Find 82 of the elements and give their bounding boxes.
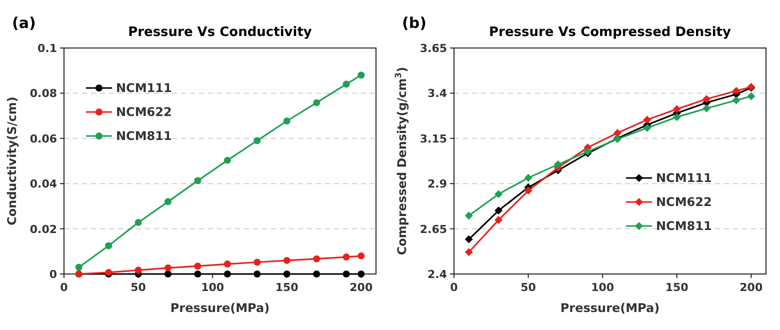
- point: [224, 270, 231, 278]
- point: [732, 86, 740, 95]
- legend-label: NCM622: [116, 105, 172, 119]
- chart-title: Pressure Vs Conductivity: [128, 25, 312, 40]
- point: [464, 235, 473, 244]
- point: [342, 270, 350, 278]
- point: [224, 260, 231, 268]
- point: [554, 160, 562, 168]
- x-tick-label: 150: [275, 281, 299, 294]
- y-tick-label: 0: [49, 268, 58, 281]
- point: [194, 177, 202, 184]
- point: [194, 270, 202, 278]
- x-tick-label: 150: [665, 281, 689, 294]
- point: [283, 270, 290, 278]
- point: [672, 113, 681, 122]
- point: [134, 266, 142, 274]
- y-tick-label: 2.4: [428, 268, 448, 281]
- point: [342, 80, 350, 88]
- x-axis-title: Pressure(MPa): [560, 301, 660, 315]
- x-tick-label: 0: [60, 281, 68, 294]
- point: [342, 254, 350, 261]
- point: [194, 262, 202, 270]
- point: [494, 206, 503, 215]
- point: [313, 99, 320, 106]
- point: [702, 104, 711, 112]
- y-axis-title: Conductivity(S/cm): [5, 96, 19, 226]
- point: [747, 92, 756, 100]
- legend-label: NCM811: [656, 219, 712, 233]
- point: [464, 212, 473, 220]
- x-tick-label: 200: [740, 281, 763, 294]
- point: [702, 94, 711, 103]
- y-tick-label: 0.06: [30, 132, 58, 146]
- x-axis-title: Pressure(MPa): [170, 301, 270, 315]
- text: (a): [12, 14, 36, 32]
- point: [254, 270, 261, 278]
- chart-title: Pressure Vs Compressed Density: [489, 25, 732, 40]
- y-tick-label: 0.04: [30, 178, 58, 191]
- y-tick-label: 0.1: [38, 42, 57, 55]
- y-tick-label: 3.4: [428, 87, 448, 100]
- point: [134, 218, 142, 226]
- point: [613, 128, 622, 137]
- point: [164, 264, 172, 272]
- point: [524, 174, 532, 182]
- text: (b): [402, 14, 426, 32]
- y-tick-label: 3.65: [420, 42, 447, 55]
- point: [358, 270, 365, 278]
- point: [283, 256, 290, 264]
- point: [75, 264, 82, 271]
- legend-label: NCM622: [656, 195, 712, 209]
- x-tick-label: 100: [201, 281, 224, 294]
- point: [358, 252, 365, 260]
- point: [524, 186, 532, 195]
- point: [494, 216, 503, 224]
- point: [283, 118, 290, 124]
- y-tick-label: 2.65: [420, 222, 447, 236]
- y-tick-label: 0.02: [30, 222, 57, 236]
- point: [254, 137, 261, 144]
- point: [672, 105, 681, 114]
- point: [254, 258, 261, 266]
- y-tick-label: 2.9: [428, 178, 447, 191]
- point: [643, 124, 652, 132]
- point: [643, 116, 652, 124]
- point: [732, 96, 740, 104]
- point: [358, 72, 365, 79]
- point: [464, 248, 473, 256]
- point: [313, 270, 320, 278]
- x-tick-label: 0: [450, 281, 458, 294]
- x-tick-label: 100: [591, 281, 614, 294]
- point: [313, 255, 320, 262]
- x-tick-label: 50: [130, 281, 146, 294]
- x-tick-label: 50: [520, 281, 536, 294]
- y-tick-label: 3.15: [420, 132, 447, 146]
- legend-label: NCM811: [116, 129, 172, 143]
- y-tick-label: 0.08: [30, 87, 57, 100]
- x-tick-label: 200: [350, 281, 373, 294]
- point: [105, 242, 112, 250]
- legend-label: NCM111: [656, 171, 712, 185]
- legend-label: NCM111: [116, 81, 172, 95]
- point: [164, 198, 172, 206]
- point: [164, 270, 172, 278]
- point: [224, 156, 231, 164]
- point: [494, 190, 503, 198]
